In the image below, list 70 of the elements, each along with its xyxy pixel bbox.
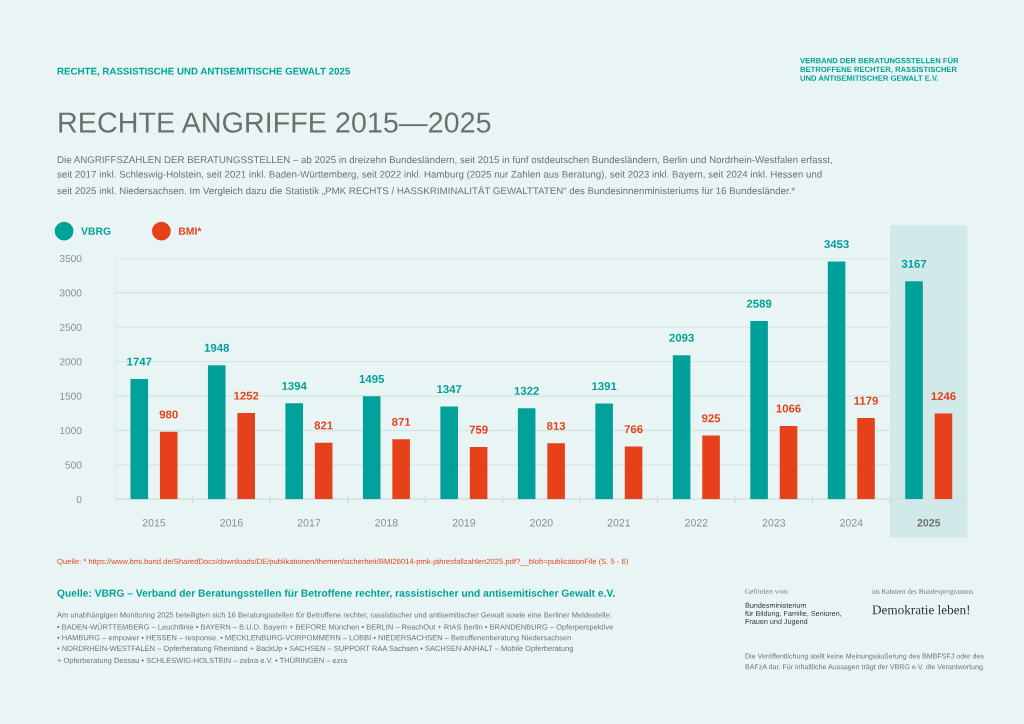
data-label: 1246: [931, 392, 956, 401]
bar: [130, 379, 149, 500]
y-tick-label: 500: [65, 461, 82, 469]
bar: [517, 408, 536, 500]
data-label: 766: [624, 425, 643, 434]
bar: [237, 413, 255, 500]
bar: [440, 406, 458, 500]
data-label: 1252: [234, 391, 259, 400]
bar: [624, 446, 643, 500]
bar: [547, 443, 565, 500]
bar: [159, 431, 178, 500]
bar: [285, 403, 304, 500]
data-label: 759: [469, 425, 488, 434]
y-tick-label: 2000: [59, 358, 82, 366]
data-label: 1391: [592, 382, 617, 391]
x-tick-label: 2015: [142, 519, 166, 527]
bar: [672, 355, 691, 500]
data-label: 821: [314, 421, 333, 430]
x-tick-label: 2024: [840, 519, 863, 527]
text: RECHTE, RASSISTISCHE UND ANTISEMITISCHE GEWALT 2025: [57, 67, 351, 77]
data-label: 1948: [204, 343, 230, 352]
bar: [702, 435, 720, 500]
bar: [827, 261, 846, 500]
bar: [857, 418, 875, 500]
bar: [595, 403, 613, 500]
source-note: Quelle: VBRG – Verband der Beratungsstellen für Betroffene rechter, rassistischer und antisemitischer Gewalt e.V.: [57, 589, 615, 599]
text: Demokratie leben!: [872, 605, 970, 615]
data-label: 1495: [359, 374, 385, 383]
x-tick-label: 2017: [297, 519, 321, 527]
data-label: 871: [392, 417, 411, 426]
bar: [934, 413, 953, 500]
data-label: 1394: [282, 381, 307, 390]
bar: [362, 396, 381, 500]
chart-title: RECHTE ANGRIFFE 2015—2025: [59, 112, 491, 133]
bar: [750, 321, 768, 500]
bar: [905, 281, 923, 500]
x-tick-label: 2018: [375, 519, 398, 527]
x-tick-label: 2020: [530, 519, 553, 527]
x-tick-label: 2021: [607, 519, 631, 527]
y-tick-label: 1000: [60, 427, 82, 435]
legend-label: VBRG: [81, 227, 111, 235]
legend-label: BMI*: [179, 227, 202, 235]
data-label: 1066: [776, 404, 801, 413]
data-label: 925: [701, 414, 721, 423]
data-label: 1322: [514, 386, 539, 395]
y-tick-label: 3000: [59, 289, 82, 297]
bar: [207, 365, 226, 500]
chart-subtitle: Die ANGRIFFSZAHLEN DER BERATUNGSSTELLEN – ab 2025 in dreizehn Bundesländern, seit 2015 in fünf ostdeutschen Bundesländern, Berlin und Nordrhein-Westfalen erfasst, seit 2017 inkl. Schleswig-Holstein, seit 2021 inkl. Baden-Württemberg, seit 2022 inkl. Hamburg (2025 nur Zahlen aus Beratung), seit 2023 inkl. Bayern, seit 2024 inkl. Hessen und seit 2025 inkl. Niedersachsen. Im Vergleich dazu die Statistik „PMK RECHTS / HASSKRIMINALITÄT GEWALTTATEN“ des Bundesinnenministeriums für 16 Bundesländer.*: [57, 156, 832, 197]
data-label: 3453: [824, 240, 849, 249]
bar: [469, 447, 488, 500]
x-tick-label: 2019: [452, 519, 476, 527]
data-label: 2589: [746, 299, 772, 308]
y-tick-label: 1500: [60, 392, 82, 400]
y-tick-label: 3500: [59, 254, 82, 263]
data-label: 1179: [854, 396, 878, 405]
data-label: 813: [546, 421, 566, 430]
x-tick-label: 2022: [685, 519, 708, 527]
y-tick-label: 2500: [59, 323, 82, 331]
data-label: 1747: [127, 357, 152, 366]
x-tick-label: 2025: [917, 519, 941, 527]
x-tick-label: 2023: [762, 519, 786, 527]
data-label: 980: [159, 410, 178, 419]
bar: [392, 439, 410, 500]
bar: [314, 442, 333, 500]
data-label: 3167: [901, 259, 927, 268]
data-label: 2093: [669, 333, 694, 342]
bar: [779, 425, 798, 500]
x-tick-label: 2016: [220, 519, 243, 527]
y-tick-label: 0: [76, 495, 82, 504]
data-label: 1347: [437, 385, 462, 394]
